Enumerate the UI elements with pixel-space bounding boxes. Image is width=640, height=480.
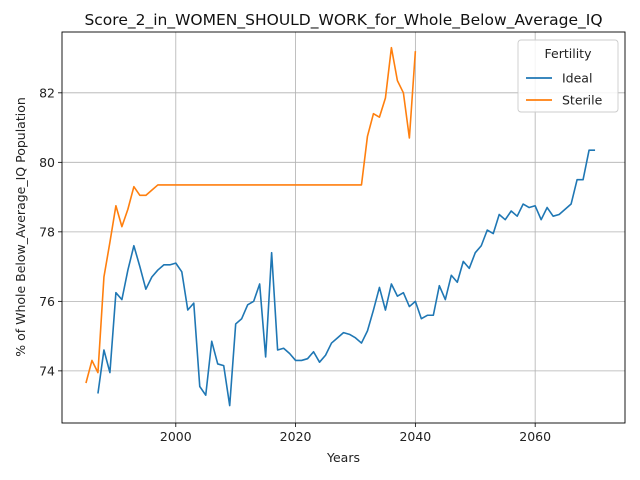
x-tick-label: 2020 [280,429,312,444]
x-tick-label: 2060 [519,429,551,444]
legend-box [517,39,619,113]
legend-entry-sterile: Sterile [562,93,603,108]
series-line-ideal [97,149,596,407]
legend: Fertility Ideal Sterile [517,39,619,113]
x-axis-label: Years [326,450,360,465]
y-axis-label: % of Whole Below_Average_IQ Population [13,97,28,357]
legend-entry-ideal: Ideal [562,71,592,86]
series-line-sterile [85,46,417,384]
y-tick-label: 74 [39,363,55,378]
x-tick-label: 2040 [399,429,431,444]
legend-title: Fertility [545,46,593,61]
axis-ticks: 2000 2020 2040 2060 74 76 78 80 82 [39,85,551,444]
y-tick-label: 78 [39,224,55,239]
x-tick-label: 2000 [160,429,192,444]
plot-frame [61,31,626,424]
y-tick-label: 80 [39,155,55,170]
series-lines [85,46,596,407]
y-tick-label: 82 [39,85,55,100]
chart-title: Score_2_in_WOMEN_SHOULD_WORK_for_Whole_B… [84,11,602,30]
y-tick-label: 76 [39,294,55,309]
